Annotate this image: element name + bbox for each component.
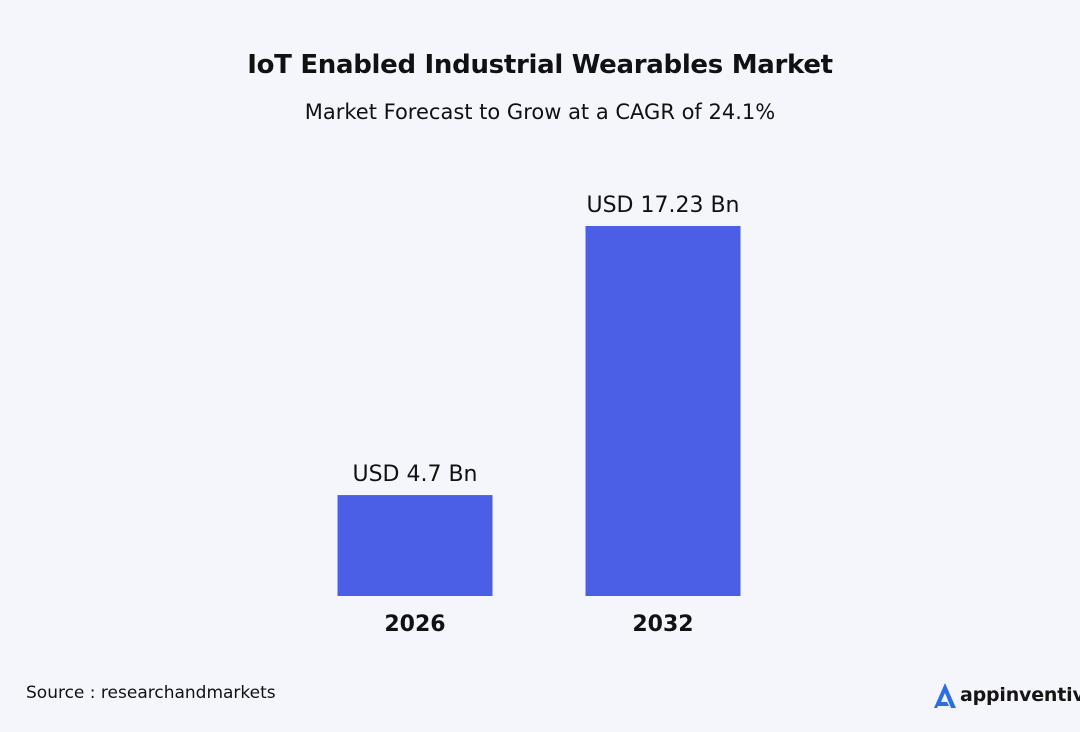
chart-title: IoT Enabled Industrial Wearables Market bbox=[247, 50, 833, 80]
x-tick-label-2032: 2032 bbox=[632, 612, 693, 637]
data-label-2032: USD 17.23 Bn bbox=[586, 193, 739, 218]
appinventiv-a-icon bbox=[934, 683, 956, 708]
source-note: Source : researchandmarkets bbox=[26, 683, 276, 703]
chart-subtitle: Market Forecast to Grow at a CAGR of 24.… bbox=[304, 100, 776, 124]
bar-2026 bbox=[337, 495, 493, 596]
data-label-2026: USD 4.7 Bn bbox=[352, 462, 477, 487]
bar-2032 bbox=[585, 226, 741, 596]
x-tick-label-2026: 2026 bbox=[384, 612, 445, 637]
appinventiv-logo: appinventiv bbox=[932, 680, 1080, 710]
logo-text: appinventiv bbox=[960, 684, 1080, 706]
